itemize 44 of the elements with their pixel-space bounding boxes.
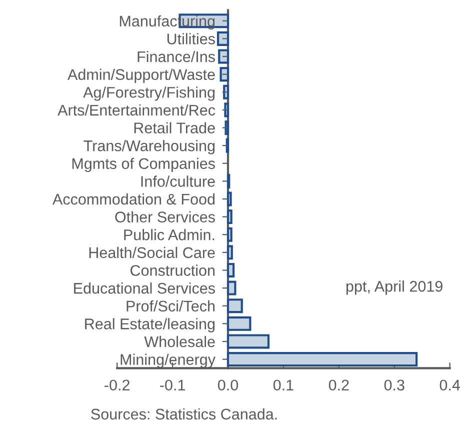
x-tick-label: 0.0 — [218, 380, 238, 391]
x-tick-label: -0.1 — [160, 380, 185, 391]
x-tick-label: 0.2 — [328, 380, 349, 391]
y-tick-label: Health/Social Care — [89, 246, 215, 258]
y-tick-label: Prof/Sci/Tech — [126, 300, 215, 312]
bar — [226, 316, 252, 331]
y-tick-label: Retail Trade — [134, 122, 215, 134]
y-tick-label: Utilities — [167, 33, 215, 44]
bar — [223, 84, 230, 100]
y-tick-label: Other Services — [115, 211, 215, 222]
bar — [220, 67, 230, 82]
bar — [226, 192, 232, 206]
y-tick-label: Wholesale — [144, 336, 215, 348]
y-tick-label: Admin/Support/Waste — [68, 68, 215, 83]
source-note: Sources: Statistics Canada. — [91, 408, 277, 420]
bar — [218, 49, 230, 64]
y-tick-label: Info/culture — [141, 176, 215, 187]
annotation: ppt, April 2019 — [346, 280, 442, 295]
y-tick-label: Finance/Ins — [138, 50, 215, 62]
y-tick-label: Accommodation & Food — [52, 193, 215, 205]
x-tick-label: -0.2 — [104, 380, 130, 391]
y-tick-label: Mgmts of Companies — [72, 158, 215, 172]
bar — [224, 102, 230, 118]
y-tick-label: Public Admin. — [124, 229, 214, 240]
y-tick-label: Trans/Warehousing — [84, 140, 215, 154]
bar — [226, 262, 235, 278]
y-tick-label: Arts/Entertainment/Rec — [58, 104, 216, 116]
y-tick-label: Mining/energy — [120, 354, 216, 368]
bar — [226, 227, 232, 242]
bar — [226, 298, 243, 314]
bar — [226, 352, 418, 367]
bar — [226, 210, 232, 224]
x-tick-label: 0.1 — [273, 380, 294, 391]
y-tick-label: Educational Services — [74, 282, 215, 294]
y-tick-label: Real Estate/leasing — [85, 318, 215, 332]
y-tick-label: Ag/Forestry/Fishing — [83, 86, 215, 101]
bar — [224, 120, 230, 136]
x-tick-label: 0.3 — [384, 380, 404, 391]
y-tick-label: Construction — [130, 264, 215, 276]
bar — [226, 334, 270, 349]
bar — [226, 280, 236, 296]
bar — [216, 31, 230, 46]
x-tick-label: 0.4 — [440, 380, 460, 391]
bar — [226, 245, 233, 260]
